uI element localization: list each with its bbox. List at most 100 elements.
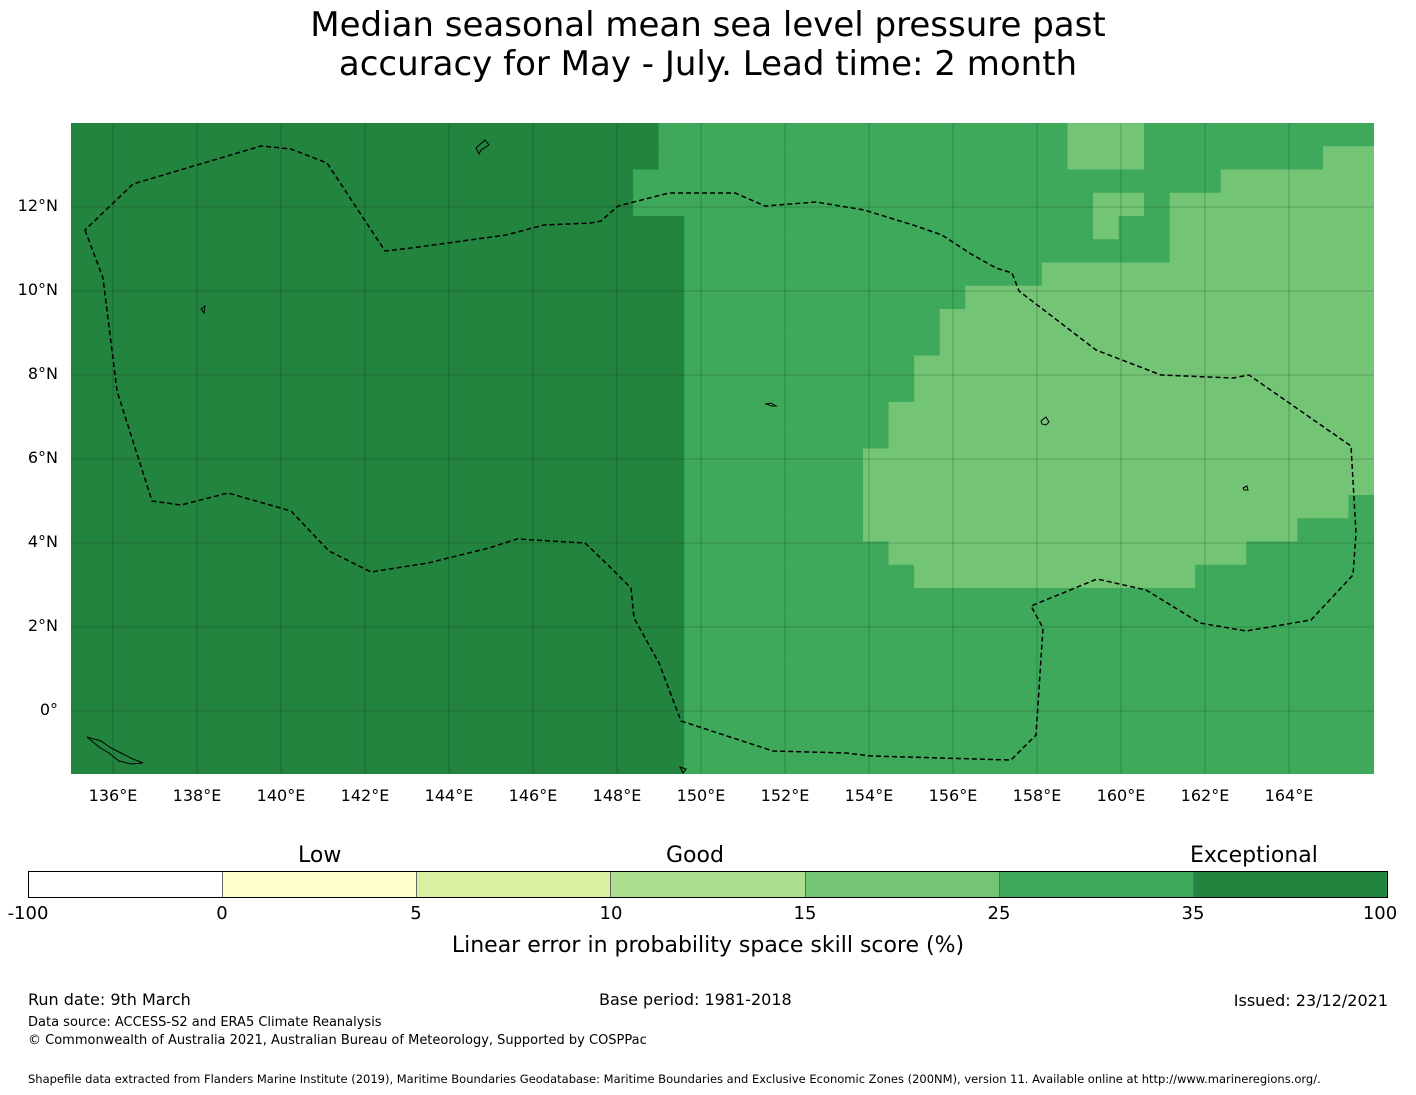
map-cell — [352, 750, 379, 774]
map-cell — [428, 495, 455, 519]
map-cell — [556, 541, 583, 566]
map-cell — [96, 495, 123, 519]
map-cell — [1348, 634, 1374, 659]
map-cell — [1092, 402, 1120, 426]
map-cell — [1246, 448, 1273, 473]
map-cell — [1169, 588, 1196, 612]
map-cell — [581, 262, 609, 287]
map-cell — [249, 146, 276, 171]
map-cell — [1297, 239, 1324, 264]
map-cell — [1118, 425, 1145, 450]
map-cell — [1144, 239, 1171, 264]
map-cell — [1297, 355, 1324, 380]
map-cell — [1348, 355, 1374, 380]
map-cell — [735, 169, 762, 194]
map-cell — [990, 588, 1017, 612]
map-cell — [1067, 611, 1094, 636]
map-cell — [1297, 471, 1324, 496]
map-cell — [1067, 471, 1094, 496]
map-cell — [300, 611, 328, 636]
map-cell — [1348, 518, 1374, 543]
map-cell — [888, 634, 915, 659]
map-cell — [735, 309, 762, 333]
island-kosrae — [1040, 416, 1050, 426]
map-cell — [965, 425, 992, 450]
map-cell — [811, 588, 839, 612]
map-cell — [811, 169, 839, 194]
map-cell — [1195, 239, 1222, 264]
map-cell — [403, 657, 430, 682]
map-cell — [1246, 564, 1273, 589]
map-cell — [479, 657, 506, 682]
map-cell — [249, 681, 276, 705]
map-cell — [863, 704, 890, 729]
map-cell — [1016, 588, 1043, 612]
colorbar-title: Linear error in probability space skill … — [451, 933, 965, 958]
map-cell — [352, 402, 379, 426]
map-cell — [1144, 611, 1171, 636]
map-cell — [1297, 285, 1324, 310]
map-cell — [326, 192, 353, 217]
map-cell — [96, 750, 123, 774]
map-cell — [300, 192, 328, 217]
map-cell — [224, 262, 251, 287]
map-cell — [224, 216, 251, 240]
map-cell — [1322, 239, 1350, 264]
map-cell — [505, 448, 532, 473]
map-cell — [1016, 611, 1043, 636]
map-cell — [1016, 378, 1043, 403]
map-cell — [735, 518, 762, 543]
map-cell — [1144, 564, 1171, 589]
map-cell — [760, 541, 787, 566]
map-cell — [760, 448, 787, 473]
map-cell — [479, 216, 506, 240]
map-cell — [786, 704, 813, 729]
map-cell — [300, 681, 328, 705]
map-cell — [403, 285, 430, 310]
map-cell — [1067, 216, 1094, 240]
colorbar-tick-15: 15 — [793, 903, 817, 924]
map-cell — [888, 285, 915, 310]
map-cell — [1322, 402, 1350, 426]
map-cell — [326, 495, 353, 519]
map-cell — [326, 285, 353, 310]
map-cell — [249, 169, 276, 194]
map-cell — [428, 588, 455, 612]
map-cell — [352, 657, 379, 682]
map-cell — [530, 471, 558, 496]
map-cell — [786, 495, 813, 519]
map-cell — [198, 123, 225, 147]
map-cell — [837, 588, 864, 612]
map-cell — [1144, 425, 1171, 450]
map-cell — [1016, 425, 1043, 450]
map-cell — [454, 518, 481, 543]
map-cell — [249, 448, 276, 473]
map-cell — [300, 564, 328, 589]
map-cell — [607, 704, 634, 729]
map-cell — [633, 239, 660, 264]
map-cell — [224, 495, 251, 519]
map-cell — [530, 704, 558, 729]
map-cell — [939, 378, 966, 403]
map-cell — [71, 727, 98, 752]
map-cell — [1348, 285, 1374, 310]
map-cell — [505, 611, 532, 636]
map-cell — [224, 448, 251, 473]
map-cell — [581, 634, 609, 659]
map-cell — [505, 262, 532, 287]
map-cell — [863, 657, 890, 682]
map-cell — [454, 704, 481, 729]
map-cell — [1322, 262, 1350, 287]
map-cell — [249, 564, 276, 589]
map-cell — [1297, 123, 1324, 147]
map-cell — [863, 332, 890, 357]
map-cell — [1271, 704, 1298, 729]
map-cell — [914, 564, 941, 589]
map-cell — [939, 402, 966, 426]
map-cell — [1092, 378, 1120, 403]
lat-label-0: 0° — [39, 700, 58, 719]
map-cell — [352, 216, 379, 240]
map-cell — [1246, 332, 1273, 357]
lon-label-160e: 160°E — [1096, 786, 1146, 805]
map-cell — [1348, 402, 1374, 426]
